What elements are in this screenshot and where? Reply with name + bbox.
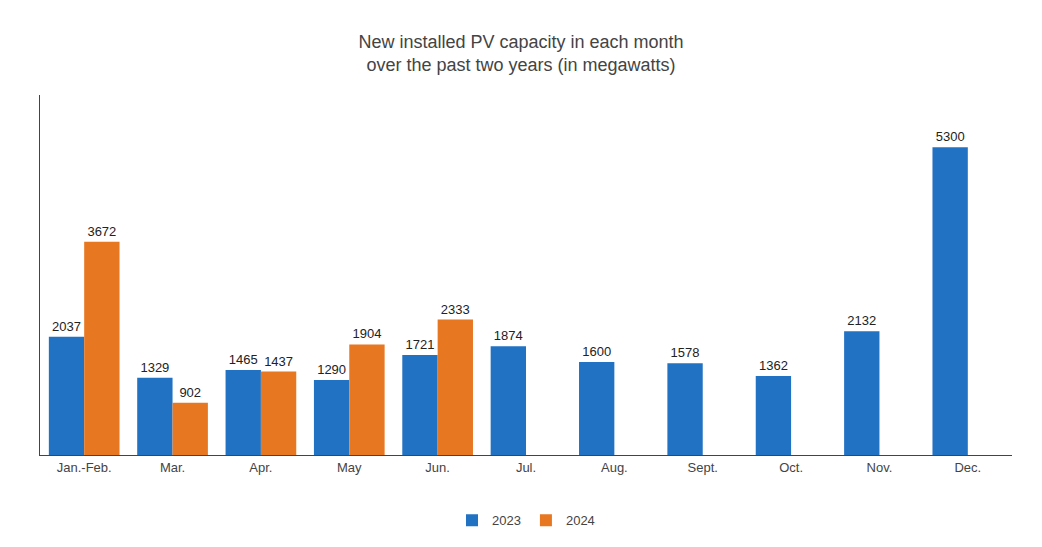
svg-text:Oct.: Oct. [779,460,803,475]
svg-text:1721: 1721 [406,337,435,352]
svg-text:1437: 1437 [264,354,293,369]
svg-text:Sept.: Sept. [688,460,718,475]
svg-text:902: 902 [179,385,201,400]
svg-text:1465: 1465 [229,352,258,367]
svg-text:1578: 1578 [671,345,700,360]
svg-text:1290: 1290 [317,362,346,377]
svg-text:Mar.: Mar. [160,460,185,475]
svg-text:Jun.: Jun. [425,460,450,475]
svg-text:Jan.-Feb.: Jan.-Feb. [57,460,112,475]
svg-text:Apr.: Apr. [249,460,272,475]
svg-text:Aug.: Aug. [601,460,628,475]
svg-text:5300: 5300 [936,129,965,144]
svg-text:Dec.: Dec. [954,460,981,475]
svg-text:Nov.: Nov. [867,460,893,475]
svg-text:Jul.: Jul. [516,460,536,475]
svg-text:May: May [337,460,362,475]
svg-text:New installed PV capacity in e: New installed PV capacity in each montho… [358,32,683,75]
svg-text:2024: 2024 [566,513,595,528]
svg-text:3672: 3672 [87,224,116,239]
svg-text:1362: 1362 [759,358,788,373]
svg-text:2023: 2023 [492,513,521,528]
svg-text:2333: 2333 [441,302,470,317]
svg-text:2132: 2132 [847,313,876,328]
svg-text:2037: 2037 [52,319,81,334]
svg-text:1874: 1874 [494,328,523,343]
svg-text:1329: 1329 [140,360,169,375]
svg-text:1600: 1600 [582,344,611,359]
svg-text:1904: 1904 [352,326,381,341]
